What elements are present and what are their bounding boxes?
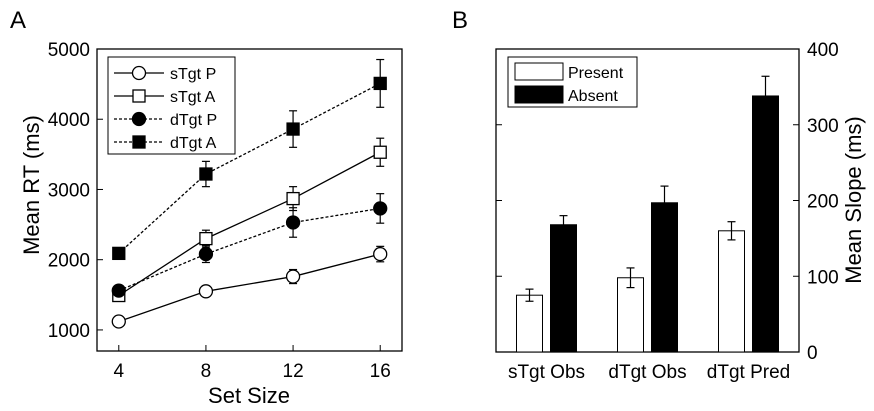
legend-swatch — [514, 85, 564, 104]
series-stgt-a — [112, 137, 387, 303]
data-point — [198, 246, 214, 262]
category-label: dTgt Pred — [707, 362, 790, 383]
bar-absent — [752, 95, 779, 353]
data-point — [373, 246, 388, 262]
data-point — [112, 246, 126, 261]
series-dtgt-a — [112, 58, 387, 261]
legend-label: sTgt P — [170, 66, 216, 83]
data-point — [285, 215, 301, 230]
series-line — [118, 253, 381, 323]
legend-swatch — [514, 62, 564, 81]
panel-b-legend: Present Absent — [507, 56, 638, 108]
data-point — [199, 167, 213, 181]
panel-a-series — [111, 58, 388, 329]
x-tick-label: 4 — [113, 361, 124, 382]
x-tick-label: 16 — [370, 361, 391, 382]
panel-a-chart: 1000 2000 3000 4000 5000 4 8 12 16 Set Size Mea… — [19, 40, 403, 408]
series-stgt-p — [111, 245, 388, 329]
legend-marker — [132, 89, 146, 103]
y-tick-label: 300 — [807, 116, 839, 137]
legend-label: Absent — [568, 88, 618, 105]
panel-b-category-labels: sTgt Obs dTgt Obs dTgt Pred — [508, 362, 790, 383]
data-point — [285, 269, 301, 284]
y-tick-label: 400 — [807, 40, 839, 61]
legend-marker — [131, 111, 147, 127]
bar-present — [718, 230, 745, 353]
series-line — [118, 151, 381, 297]
x-tick-label: 8 — [201, 361, 212, 382]
y-tick-label: 0 — [807, 343, 818, 364]
panel-a-plot-frame — [96, 48, 403, 352]
category-label: sTgt Obs — [508, 362, 585, 383]
panel-b-letter: B — [452, 7, 468, 34]
y-tick-label: 100 — [807, 267, 839, 288]
data-point — [373, 76, 387, 91]
data-point — [286, 191, 300, 206]
series-line — [118, 82, 381, 254]
data-point — [373, 201, 388, 216]
bar-present — [516, 294, 543, 353]
y-tick-label: 3000 — [48, 180, 90, 201]
panel-a-y-ticks: 1000 2000 3000 4000 5000 — [48, 40, 103, 342]
panel-b-y-axis-label: Mean Slope (ms) — [841, 116, 866, 284]
y-tick-label: 4000 — [48, 110, 90, 131]
data-point — [111, 283, 126, 298]
panel-a-x-ticks: 4 8 12 16 — [113, 345, 391, 382]
y-tick-label: 2000 — [48, 251, 90, 272]
panel-a-y-axis-label: Mean RT (ms) — [19, 115, 44, 255]
panel-b-bars — [516, 75, 779, 353]
legend-label: dTgt P — [170, 112, 217, 129]
series-line — [118, 207, 381, 292]
y-tick-label: 200 — [807, 192, 839, 213]
data-point — [111, 314, 126, 329]
y-tick-label: 5000 — [48, 40, 90, 61]
legend-label: dTgt A — [170, 135, 217, 152]
panel-b-y-ticks: 0 100 200 300 400 — [496, 40, 839, 364]
legend-marker — [132, 135, 146, 149]
panel-a-letter: A — [10, 7, 26, 34]
bar-absent — [550, 224, 577, 353]
legend-label: Present — [568, 65, 624, 82]
data-point — [199, 231, 213, 246]
panel-a-legend: sTgt P sTgt A dTgt P dTgt A — [107, 56, 236, 155]
y-tick-label: 1000 — [48, 321, 90, 342]
bar-present — [617, 277, 644, 353]
category-label: dTgt Obs — [608, 362, 686, 383]
panel-a-x-axis-label: Set Size — [208, 383, 290, 408]
x-tick-label: 12 — [283, 361, 304, 382]
series-dtgt-p — [111, 193, 388, 298]
bar-absent — [651, 202, 678, 353]
legend-marker — [131, 65, 147, 81]
legend-label: sTgt A — [170, 89, 216, 106]
data-point — [198, 284, 214, 299]
data-point — [286, 122, 300, 136]
data-point — [373, 145, 387, 159]
